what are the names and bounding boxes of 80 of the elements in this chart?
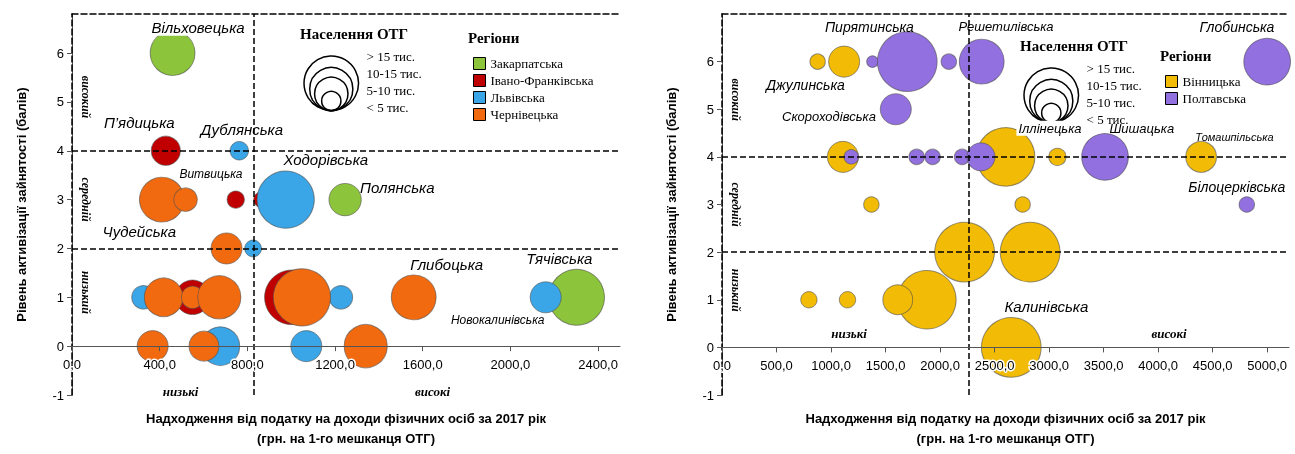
x-tick-label: 4500,0	[1192, 358, 1233, 374]
x-tick-label: 1200,0	[315, 357, 355, 373]
x-tick-label: 4000,0	[1138, 358, 1179, 374]
annotation: середній	[729, 182, 743, 227]
annotation: Глобинська	[1199, 18, 1275, 35]
x-tick-label: 800,0	[231, 357, 264, 373]
annotation: Білоцерківська	[1188, 178, 1286, 195]
x-tick-label: 1500,0	[865, 358, 906, 374]
annotation: високі	[414, 383, 451, 399]
legend-label: 10-15 тис.	[1086, 78, 1142, 93]
y-tick-label: 4	[706, 149, 714, 165]
annotation: високий	[79, 75, 93, 119]
x-tick-label: 1600,0	[402, 357, 443, 373]
annotation: Ходорівська	[282, 151, 369, 169]
x-tick-label: 2400,0	[578, 357, 618, 373]
y-tick-label: 0	[706, 339, 714, 355]
legend-label: Чернівецька	[490, 107, 559, 122]
y-tick-label: 3	[706, 197, 714, 212]
annotation: Дублянська	[198, 120, 283, 138]
annotation: Населення ОТГ	[300, 25, 409, 42]
y-tick-label: 1	[56, 289, 64, 305]
annotation: високі	[1151, 325, 1188, 341]
legend-label: 5-10 тис.	[1086, 95, 1136, 110]
annotation: низькі	[162, 383, 199, 399]
y-tick-label: 5	[706, 101, 714, 117]
y-tick-label: 3	[56, 192, 64, 208]
legend-label: Івано-Франківська	[490, 73, 594, 88]
annotation: Витвицька	[179, 166, 243, 181]
legend-label: 5-10 тис.	[366, 83, 416, 98]
annotation: Новокалинівська	[450, 313, 545, 328]
y-tick-label: 6	[706, 54, 714, 70]
x-tick-label: 3500,0	[1083, 358, 1124, 374]
y-tick-label: 1	[706, 292, 714, 308]
y-tick-label: 5	[56, 94, 64, 110]
annotation: Томашпільська	[1195, 130, 1274, 143]
y-tick-label: 4	[56, 143, 64, 159]
annotation: Тячівська	[526, 250, 593, 268]
annotation: високий	[729, 78, 743, 122]
annotation: Вільховецька	[151, 18, 245, 36]
annotation: Скороходівська	[782, 108, 876, 124]
y-tick-label: 0	[56, 338, 64, 354]
x-axis-title: Надходження від податку на доходи фізичних осіб за 2017 рік (грн. на 1-го мешканця ОТГ)	[805, 410, 1206, 446]
annotation: середній	[79, 177, 93, 223]
x-tick-label: 2000,0	[920, 358, 960, 374]
legend-title: Регіони	[468, 29, 520, 46]
y-tick-label: 6	[56, 45, 64, 61]
annotation: Джулинська	[764, 77, 846, 94]
x-tick-label: 1000,0	[811, 358, 851, 374]
y-axis-title: Рівень активізації зайнятості (балів)	[664, 87, 679, 322]
annotation: Пирятинська	[824, 18, 915, 35]
x-tick-label: 5000,0	[1247, 358, 1288, 374]
annotation: Глибоцька	[410, 255, 484, 273]
legend-title: Регіони	[1160, 47, 1212, 64]
annotation: Населення ОТГ	[1020, 37, 1129, 54]
annotation: Іллінецька	[1018, 120, 1082, 136]
y-tick-label: 2	[706, 244, 714, 260]
x-tick-label: 2000,0	[490, 357, 531, 373]
annotation: низький	[729, 268, 743, 313]
y-tick-label: -1	[702, 387, 714, 403]
legend-label: > 15 тис.	[1086, 61, 1136, 76]
x-tick-label: 500,0	[760, 358, 793, 374]
y-tick-label: -1	[52, 387, 64, 403]
legend-label: 10-15 тис.	[366, 66, 422, 81]
y-axis-title: Рівень активізації зайнятості (балів)	[14, 87, 29, 322]
legend-label: Закарпатська	[490, 56, 564, 71]
legend-label: > 15 тис.	[366, 49, 416, 64]
annotation: П’ядицька	[103, 113, 175, 131]
annotation: Чудейська	[102, 223, 176, 241]
annotation: низькі	[831, 325, 868, 341]
legend-label: Полтавська	[1182, 91, 1247, 106]
x-axis-title: Надходження від податку на доходи фізичних осіб за 2017 рік (грн. на 1-го мешканця ОТГ)	[145, 410, 547, 446]
annotation: Калинівська	[1004, 297, 1089, 315]
x-tick-label: 400,0	[143, 357, 176, 373]
annotation: низький	[79, 270, 93, 315]
y-tick-label: 2	[56, 240, 64, 256]
legend-label: < 5 тис.	[366, 100, 409, 115]
annotation: Решетилівська	[958, 19, 1054, 35]
legend-label: Львівська	[490, 90, 545, 105]
annotation: Полянська	[360, 179, 435, 197]
legend-label: Вінницька	[1182, 74, 1241, 89]
